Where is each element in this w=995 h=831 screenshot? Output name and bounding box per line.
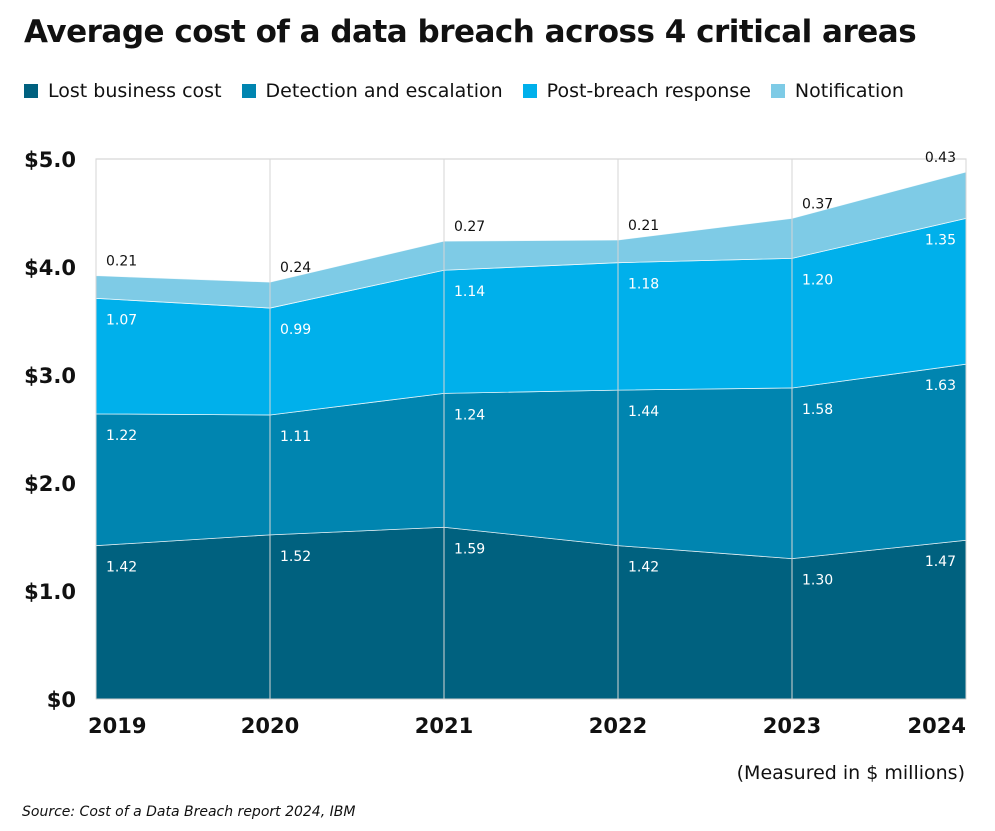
- legend-item-detection: Detection and escalation: [241, 80, 503, 102]
- data-label-s2-2022: 1.18: [628, 277, 659, 293]
- chart-title: Average cost of a data breach across 4 c…: [24, 14, 917, 50]
- data-label-s2-2024: 1.35: [925, 232, 956, 248]
- y-tick-label-3: $3.0: [24, 364, 76, 388]
- x-tick-label-2024: 2024: [908, 714, 966, 738]
- data-label-s1-2022: 1.44: [628, 404, 659, 420]
- data-label-s3-2024: 0.43: [925, 150, 956, 166]
- legend-item-post-breach: Post-breach response: [522, 80, 751, 102]
- data-label-s2-2023: 1.20: [802, 272, 833, 288]
- y-tick-label-0: $0: [47, 688, 76, 712]
- units-caption: (Measured in $ millions): [736, 762, 965, 784]
- data-label-s0-2021: 1.59: [454, 541, 485, 557]
- y-tick-label-4: $4.0: [24, 256, 76, 280]
- data-label-s1-2019: 1.22: [106, 428, 137, 444]
- data-label-s0-2020: 1.52: [280, 549, 311, 565]
- data-label-s2-2020: 0.99: [280, 322, 311, 338]
- y-tick-label-5: $5.0: [24, 148, 76, 172]
- legend-label-notification: Notification: [794, 80, 904, 102]
- chart-legend: Lost business cost Detection and escalat…: [24, 80, 904, 102]
- y-tick-label-2: $2.0: [24, 472, 76, 496]
- legend-item-notification: Notification: [770, 80, 904, 102]
- data-label-s2-2019: 1.07: [106, 312, 137, 328]
- data-label-s3-2022: 0.21: [628, 218, 659, 234]
- y-tick-label-1: $1.0: [24, 580, 76, 604]
- data-label-s1-2023: 1.58: [802, 402, 833, 418]
- legend-label-lost-business: Lost business cost: [48, 80, 222, 102]
- legend-label-detection: Detection and escalation: [265, 80, 503, 102]
- data-label-s3-2019: 0.21: [106, 254, 137, 270]
- data-label-s1-2024: 1.63: [925, 378, 956, 394]
- x-tick-label-2022: 2022: [589, 714, 647, 738]
- data-label-s0-2022: 1.42: [628, 560, 659, 576]
- data-label-s2-2021: 1.14: [454, 284, 485, 300]
- x-tick-label-2019: 2019: [88, 714, 146, 738]
- x-tick-label-2020: 2020: [241, 714, 299, 738]
- data-label-s1-2020: 1.11: [280, 429, 311, 445]
- legend-swatch-detection: [241, 84, 256, 98]
- legend-item-lost-business: Lost business cost: [24, 80, 222, 102]
- legend-swatch-lost-business: [24, 84, 38, 98]
- x-tick-label-2023: 2023: [763, 714, 821, 738]
- data-label-s0-2024: 1.47: [925, 554, 956, 570]
- legend-swatch-notification: [770, 84, 785, 98]
- data-label-s3-2021: 0.27: [454, 219, 485, 235]
- data-label-s3-2023: 0.37: [802, 196, 833, 212]
- data-label-s1-2021: 1.24: [454, 407, 485, 423]
- legend-swatch-post-breach: [522, 84, 537, 98]
- legend-label-post-breach: Post-breach response: [546, 80, 751, 102]
- data-label-s3-2020: 0.24: [280, 260, 311, 276]
- data-label-s0-2023: 1.30: [802, 573, 833, 589]
- source-note: Source: Cost of a Data Breach report 202…: [22, 804, 356, 820]
- x-tick-label-2021: 2021: [415, 714, 473, 738]
- data-label-s0-2019: 1.42: [106, 560, 137, 576]
